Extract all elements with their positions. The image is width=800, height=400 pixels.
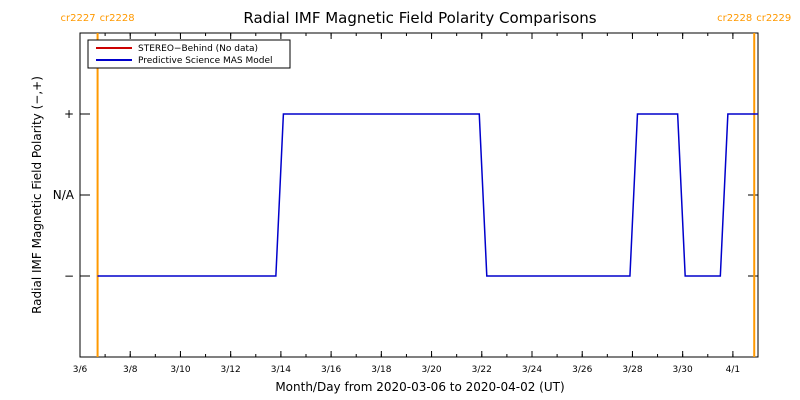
x-tick-label: 3/26 <box>572 365 592 375</box>
x-axis-label: Month/Day from 2020-03-06 to 2020-04-02 … <box>275 380 564 394</box>
carrington-label-right: cr2228 <box>100 13 135 24</box>
x-tick-label: 3/30 <box>673 365 693 375</box>
y-axis-ticks: + N/A − <box>53 107 758 283</box>
x-axis-ticks: 3/6 3/8 3/10 3/12 3/14 3/16 3/18 3/20 3/22 3/24 3/… <box>73 33 759 375</box>
x-tick-label: 3/14 <box>271 365 291 375</box>
x-tick-label: 3/20 <box>421 365 441 375</box>
carrington-label-right: cr2229 <box>756 13 791 24</box>
legend-label-stereo: STEREO−Behind (No data) <box>138 44 258 54</box>
series-line-1 <box>97 113 758 277</box>
legend-label-mas-model: Predictive Science MAS Model <box>138 56 273 66</box>
x-tick-label: 3/16 <box>321 365 341 375</box>
legend: STEREO−Behind (No data) Predictive Scien… <box>87 39 291 69</box>
x-tick-label: 3/18 <box>371 365 391 375</box>
legend-box <box>87 39 291 69</box>
x-tick-label: 3/28 <box>622 365 642 375</box>
series-lines <box>97 113 758 277</box>
chart-title: Radial IMF Magnetic Field Polarity Compa… <box>243 9 596 27</box>
x-tick-label: 4/1 <box>726 365 740 375</box>
x-tick-label: 3/22 <box>472 365 492 375</box>
plot-frame <box>79 32 759 358</box>
carrington-markers: cr2227 cr2228 cr2228 cr2229 <box>61 13 791 357</box>
carrington-label-left: cr2227 <box>61 13 96 24</box>
y-tick-label: − <box>64 269 74 283</box>
x-tick-label: 3/24 <box>522 365 542 375</box>
carrington-label-left: cr2228 <box>717 13 752 24</box>
x-tick-label: 3/12 <box>221 365 241 375</box>
x-tick-label: 3/6 <box>73 365 88 375</box>
x-tick-label: 3/8 <box>123 365 138 375</box>
y-axis-label: Radial IMF Magnetic Field Polarity (−,+) <box>30 76 44 314</box>
y-tick-label: N/A <box>53 188 75 202</box>
y-tick-label: + <box>64 107 74 121</box>
x-tick-label: 3/10 <box>170 365 190 375</box>
